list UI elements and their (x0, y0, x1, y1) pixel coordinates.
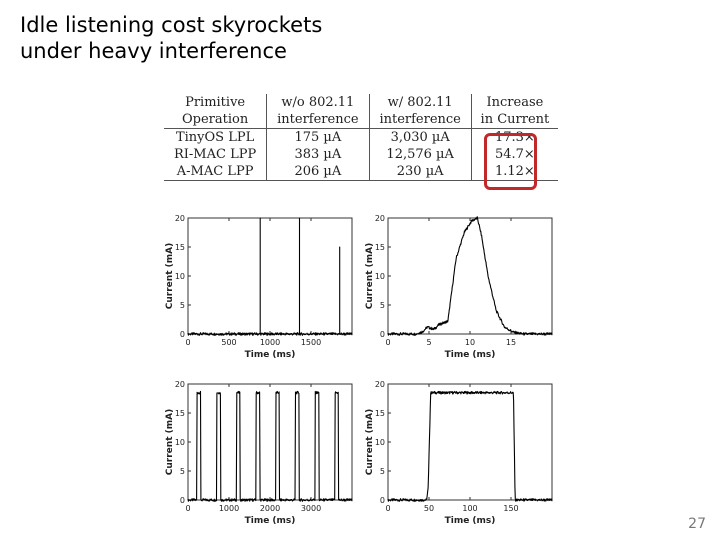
table-cell: 230 µA (368, 163, 472, 181)
y-tick-label: 0 (180, 330, 185, 339)
table-cell: 206 µA (266, 163, 369, 181)
x-tick-label: 0 (185, 338, 190, 347)
y-tick-label: 5 (380, 467, 385, 476)
table-cell: 3,030 µA (368, 128, 472, 146)
y-tick-label: 20 (375, 380, 385, 389)
y-tick-label: 15 (175, 409, 185, 418)
header-cell: Primitive (185, 95, 246, 110)
title-line-2: under heavy interference (20, 39, 287, 63)
title-line-1: Idle listening cost skyrockets (20, 13, 323, 37)
current-trace-line (187, 390, 353, 502)
table-cell: 383 µA (266, 146, 369, 163)
header-cell: interference (266, 111, 369, 129)
y-tick-label: 10 (375, 438, 385, 447)
header-cell: Operation (164, 111, 267, 129)
page-number: 27 (688, 516, 706, 532)
header-cell: w/o 802.11 (266, 94, 369, 111)
table-row: A-MAC LPP 206 µA 230 µA 1.12× (164, 163, 558, 181)
y-tick-label: 20 (175, 214, 185, 223)
plot-frame (187, 383, 353, 501)
current-trace-line (387, 390, 553, 502)
header-cell: in Current (470, 111, 558, 129)
y-tick-label: 0 (380, 330, 385, 339)
x-tick-label: 150 (503, 504, 518, 513)
x-tick-label: 10 (465, 338, 475, 347)
table-header-row: Operation interference interference in C… (164, 111, 558, 129)
x-tick-label: 0 (385, 338, 390, 347)
x-tick-label: 0 (185, 504, 190, 513)
x-tick-label: 1000 (260, 338, 280, 347)
y-tick-label: 20 (375, 214, 385, 223)
x-axis-label: Time (ms) (445, 350, 496, 360)
y-axis-label: Current (mA) (165, 409, 175, 475)
y-tick-label: 10 (175, 272, 185, 281)
chart-top-right: 0 5 10 15 20 0 5 10 15 Time (ms) Current (mA) (365, 214, 553, 360)
x-tick-label: 3000 (301, 504, 321, 513)
chart-bottom-left: 0 5 10 15 20 0 1000 2000 3000 Time (ms) Current (m… (165, 380, 353, 526)
x-axis-label: Time (ms) (245, 516, 296, 526)
slide-title: Idle listening cost skyrockets under hea… (20, 12, 322, 64)
header-cell: w/ 802.11 (368, 94, 472, 111)
current-trace-line (187, 217, 353, 336)
chart-bottom-right: 0 5 10 15 20 0 50 100 150 Time (ms) Current (mA) (365, 380, 553, 526)
x-tick-label: 15 (506, 338, 516, 347)
y-axis-label: Current (mA) (365, 409, 375, 475)
y-tick-label: 15 (175, 243, 185, 252)
table-cell: RI-MAC LPP (173, 147, 257, 162)
y-tick-label: 20 (175, 380, 185, 389)
x-tick-label: 0 (385, 504, 390, 513)
header-cell: interference (368, 111, 472, 129)
y-tick-label: 10 (375, 272, 385, 281)
x-tick-label: 2000 (260, 504, 280, 513)
table-cell: 12,576 µA (368, 146, 472, 163)
table-cell: TinyOS LPL (175, 130, 255, 145)
increase-highlight-box (484, 133, 537, 190)
x-axis-label: Time (ms) (245, 350, 296, 360)
y-tick-label: 15 (375, 409, 385, 418)
y-tick-label: 10 (175, 438, 185, 447)
x-tick-label: 1000 (219, 504, 239, 513)
x-tick-label: 1500 (301, 338, 321, 347)
header-cell: Increase (470, 94, 558, 111)
table-cell: A-MAC LPP (164, 163, 267, 181)
x-tick-label: 50 (424, 504, 434, 513)
plot-frame (187, 217, 353, 335)
table-row: RI-MAC LPP 383 µA 12,576 µA 54.7× (164, 146, 558, 163)
x-tick-label: 5 (426, 338, 431, 347)
y-axis-label: Current (mA) (165, 243, 175, 309)
y-tick-label: 0 (380, 496, 385, 505)
y-tick-label: 15 (375, 243, 385, 252)
table-header-row: Primitive w/o 802.11 w/ 802.11 Increase (164, 94, 558, 111)
current-trace-line (387, 216, 553, 336)
y-tick-label: 5 (180, 301, 185, 310)
chart-top-left: 0 5 10 15 20 0 500 1000 1500 Time (ms) Current (mA… (165, 214, 353, 360)
x-tick-label: 100 (462, 504, 477, 513)
table-cell: 175 µA (266, 128, 369, 146)
plot-frame (387, 217, 553, 335)
y-tick-label: 5 (380, 301, 385, 310)
y-tick-label: 0 (180, 496, 185, 505)
x-tick-label: 500 (221, 338, 236, 347)
y-axis-label: Current (mA) (365, 243, 375, 309)
y-tick-label: 5 (180, 467, 185, 476)
x-axis-label: Time (ms) (445, 516, 496, 526)
current-comparison-table: Primitive w/o 802.11 w/ 802.11 Increase … (164, 94, 558, 181)
plot-frame (387, 383, 553, 501)
